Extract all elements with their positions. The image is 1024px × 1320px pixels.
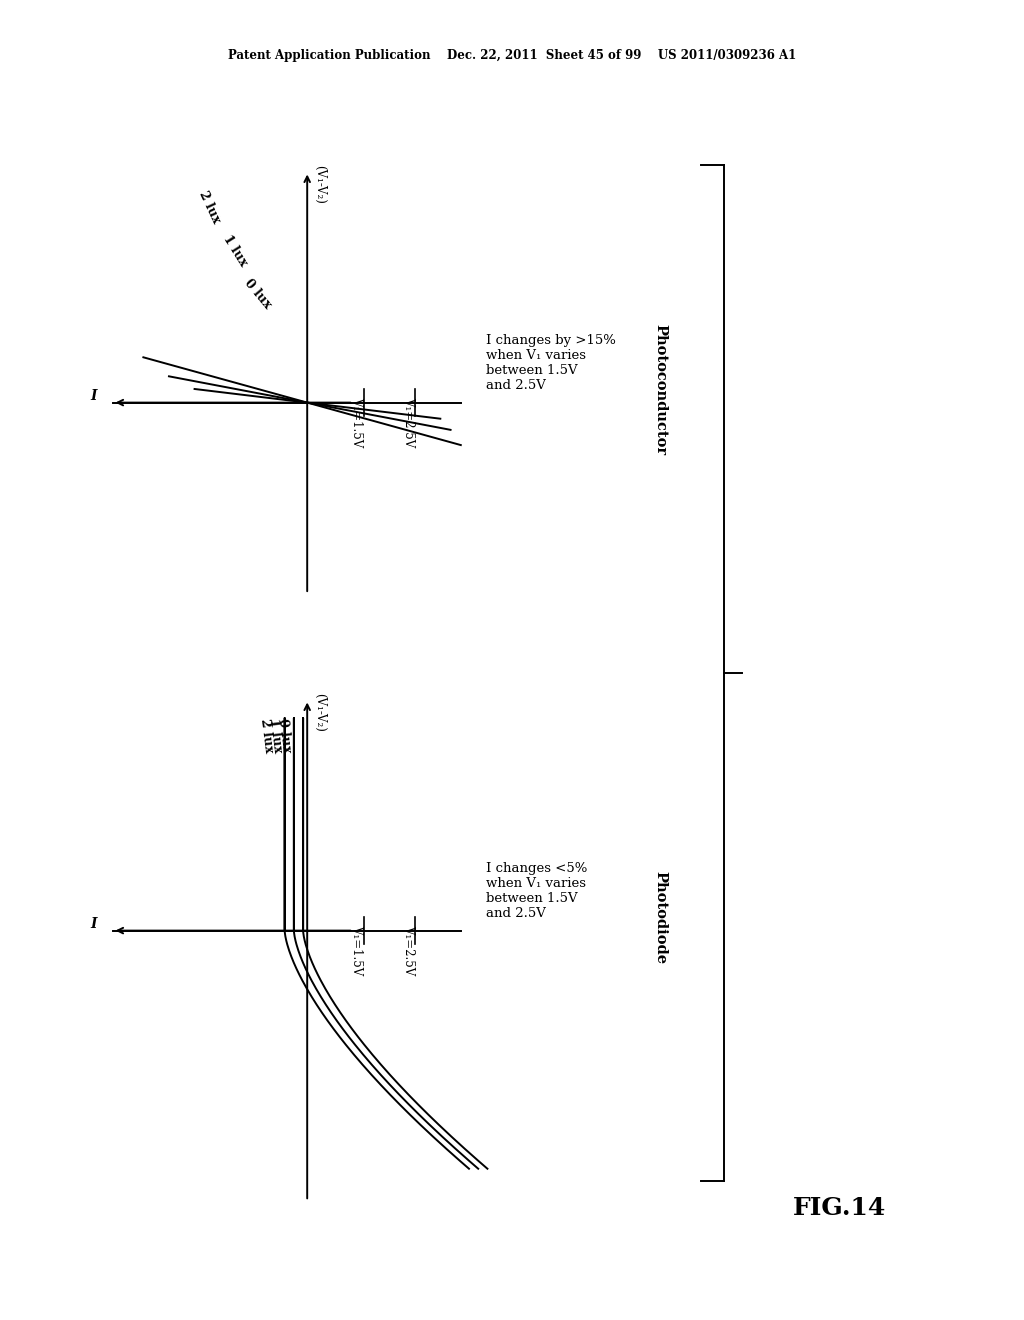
- Text: V₁=1.5V: V₁=1.5V: [350, 925, 364, 975]
- Text: V₁=1.5V: V₁=1.5V: [350, 397, 364, 447]
- Text: 1 lux: 1 lux: [267, 717, 284, 754]
- Text: V₁=2.5V: V₁=2.5V: [401, 397, 415, 447]
- Text: Patent Application Publication    Dec. 22, 2011  Sheet 45 of 99    US 2011/03092: Patent Application Publication Dec. 22, …: [228, 49, 796, 62]
- Text: 2 lux: 2 lux: [197, 189, 223, 226]
- Text: (V₁-V₂): (V₁-V₂): [313, 693, 327, 731]
- Text: 2 lux: 2 lux: [258, 717, 274, 754]
- Text: Photodiode: Photodiode: [653, 871, 668, 964]
- Text: I: I: [91, 389, 97, 403]
- Text: 0 lux: 0 lux: [242, 277, 274, 312]
- Text: 1 lux: 1 lux: [221, 232, 250, 269]
- Text: 0 lux: 0 lux: [276, 717, 293, 754]
- Text: V₁=2.5V: V₁=2.5V: [401, 925, 415, 975]
- Text: I: I: [91, 917, 97, 931]
- Text: I changes <5%
when V₁ varies
between 1.5V
and 2.5V: I changes <5% when V₁ varies between 1.5…: [486, 862, 588, 920]
- Text: I changes by >15%
when V₁ varies
between 1.5V
and 2.5V: I changes by >15% when V₁ varies between…: [486, 334, 616, 392]
- Text: FIG.14: FIG.14: [793, 1196, 887, 1220]
- Text: Photoconductor: Photoconductor: [653, 323, 668, 455]
- Text: (V₁-V₂): (V₁-V₂): [313, 165, 327, 203]
